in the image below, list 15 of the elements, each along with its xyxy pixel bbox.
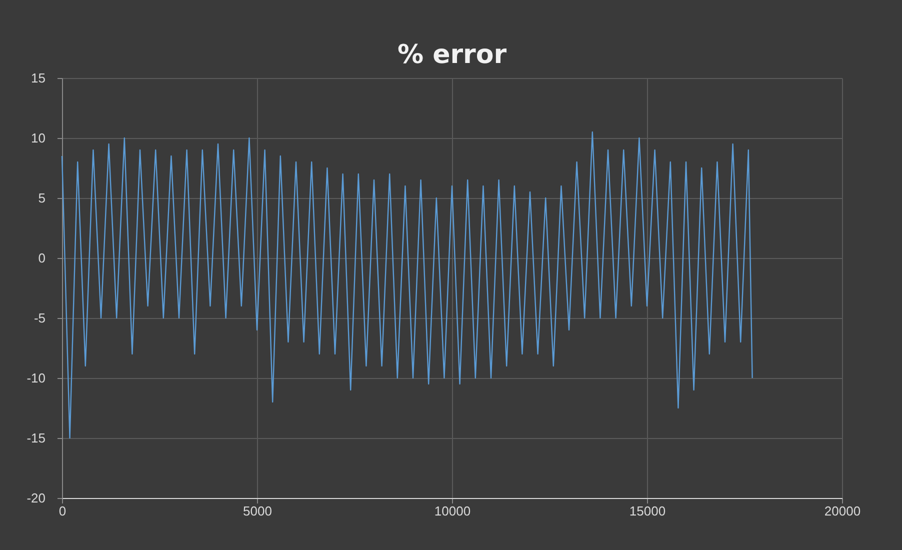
line-series: [61, 131, 753, 439]
y-tick-label: -15: [26, 430, 46, 446]
x-tick-label: 5000: [243, 504, 272, 518]
y-tick-label: 5: [38, 190, 46, 206]
x-tick-label: 0: [58, 504, 66, 518]
y-tick-label: -5: [34, 310, 46, 326]
x-tick-label: 10000: [434, 504, 471, 518]
chart-title: % error: [397, 40, 507, 70]
y-tick-label: -10: [26, 370, 46, 386]
x-tick-label: 15000: [629, 504, 666, 518]
y-tick-label: -20: [26, 490, 46, 506]
y-tick-label: 0: [38, 250, 46, 266]
y-tick-label: 10: [31, 130, 46, 146]
x-tick-label: 20000: [824, 504, 861, 518]
y-tick-label: 15: [31, 70, 46, 86]
